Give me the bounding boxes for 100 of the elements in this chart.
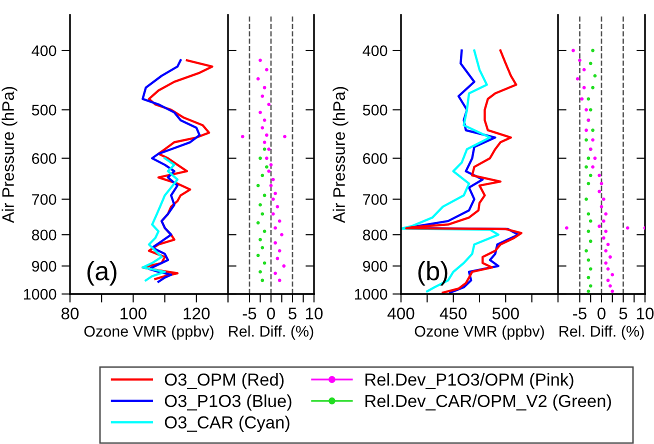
point [276, 204, 280, 208]
line-series [142, 157, 179, 282]
x-tick-label: 450 [440, 308, 467, 320]
point [258, 238, 262, 242]
point [591, 48, 594, 52]
y-tick-label: 700 [32, 194, 56, 205]
y-tick-label: 400 [32, 45, 56, 56]
x-tick-label: 100 [120, 308, 146, 320]
point [591, 138, 594, 142]
point [271, 178, 275, 182]
point [608, 255, 612, 259]
x-axis-title: Rel. Diff. (%) [560, 326, 644, 340]
legend-label: Rel.Dev_CAR/OPM_V2 (Green) [366, 394, 611, 411]
point [588, 174, 592, 178]
point [604, 230, 608, 234]
y-tick-label: 500 [362, 104, 388, 116]
x-axis-title: Rel. Diff. (%) [229, 326, 314, 340]
point [280, 232, 284, 236]
point [584, 128, 588, 132]
point [591, 128, 594, 132]
y-tick-label: 600 [32, 153, 56, 164]
point [256, 77, 260, 81]
point [265, 156, 268, 160]
point [586, 290, 590, 294]
point [606, 278, 610, 282]
y-tick-label: 900 [32, 260, 56, 272]
point [278, 219, 282, 223]
point [593, 74, 597, 78]
point [586, 276, 590, 280]
point [258, 203, 262, 207]
annotation: (a) [87, 261, 116, 286]
point [274, 226, 277, 230]
legend-label: O3_CAR (Cyan) [164, 416, 290, 432]
y-tick-label: 1000 [24, 288, 56, 300]
point [604, 249, 608, 253]
x-tick-label: -5 [242, 308, 256, 320]
point [262, 148, 266, 151]
point [565, 226, 568, 230]
point [262, 194, 266, 198]
point [604, 212, 608, 216]
point [260, 278, 264, 282]
point [578, 58, 582, 62]
point [265, 68, 268, 72]
x-tick-label: 500 [492, 308, 519, 320]
x-tick-label: 400 [387, 308, 414, 320]
point [260, 174, 264, 178]
point [576, 77, 580, 81]
x-axis-title: Ozone VMR (ppbv) [414, 326, 544, 340]
y-tick-label: 1000 [354, 288, 388, 300]
point [258, 110, 262, 114]
point [260, 212, 264, 216]
point [256, 254, 260, 258]
point [626, 226, 630, 230]
point [598, 224, 602, 228]
point [269, 163, 273, 167]
line-series [142, 59, 201, 283]
y-tick-label: 800 [32, 230, 56, 240]
point [265, 133, 268, 137]
point [610, 290, 614, 294]
point [267, 170, 271, 173]
point [256, 221, 260, 225]
x-tick-label: 120 [184, 308, 210, 320]
point [572, 48, 575, 52]
y-tick-label: 700 [363, 194, 388, 205]
y-tick-label: 400 [362, 45, 388, 56]
legend-label: O3_P1O3 (Blue) [164, 394, 292, 411]
x-tick-label: 10 [306, 308, 323, 320]
point [588, 267, 592, 271]
legend-label: O3_OPM (Red) [164, 373, 284, 390]
point [586, 156, 590, 160]
y-tick-label: 800 [362, 230, 388, 240]
line-series [401, 49, 500, 292]
point [600, 204, 604, 208]
point [602, 236, 606, 240]
point [271, 212, 275, 216]
point [584, 249, 588, 253]
x-tick-label: 80 [61, 308, 79, 320]
point [608, 284, 612, 288]
point [582, 86, 586, 90]
point [274, 241, 277, 245]
point [588, 62, 592, 66]
point [260, 94, 264, 98]
point [584, 198, 588, 201]
x-tick-label: 0 [267, 308, 275, 320]
point [588, 108, 592, 112]
point [591, 86, 594, 90]
point [256, 184, 260, 188]
point [274, 192, 277, 196]
point [258, 270, 262, 274]
point [584, 165, 588, 169]
x-tick-label: 5 [288, 308, 296, 320]
y-tick-label: 600 [363, 153, 388, 164]
y-axis-title: Air Pressure (hPa) [2, 86, 18, 223]
point [278, 249, 282, 253]
point [582, 68, 586, 72]
point [265, 165, 268, 169]
annotation: (b) [418, 261, 448, 286]
point [283, 134, 286, 138]
point [278, 278, 282, 282]
x-tick-label: -5 [573, 308, 586, 320]
